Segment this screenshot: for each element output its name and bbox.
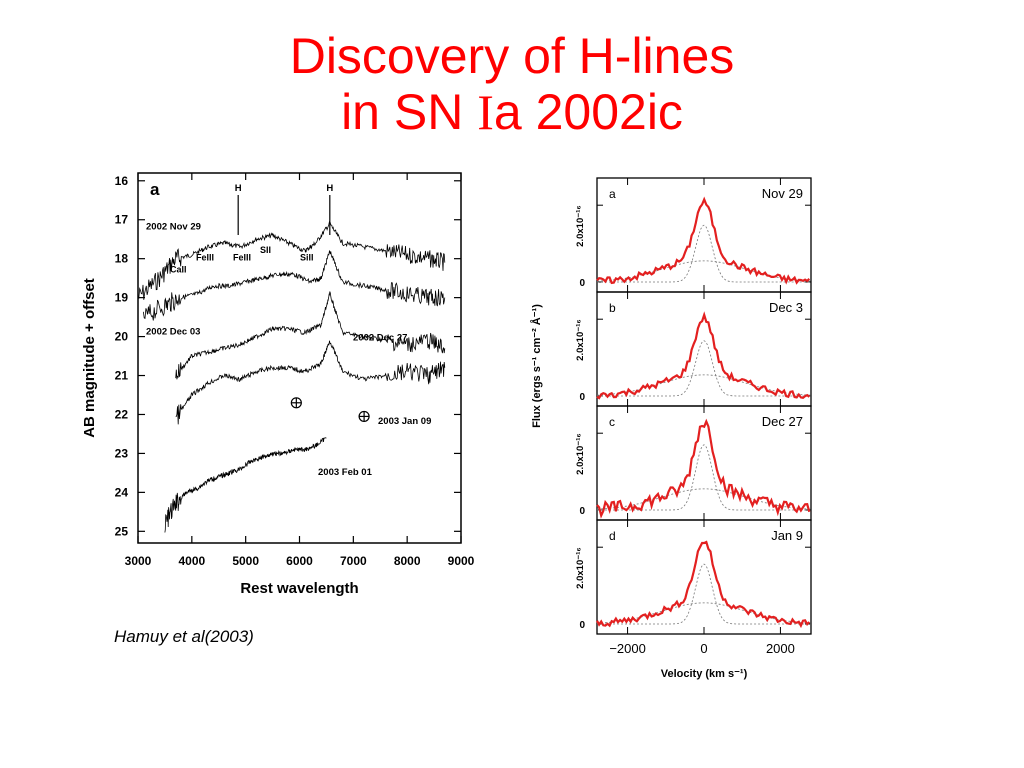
x-tick-label: 2000: [766, 641, 795, 656]
panel-letter: a: [609, 187, 616, 201]
broad-component: [596, 260, 812, 282]
panel-y-tick-label: 2.0x10⁻¹⁶: [575, 547, 586, 589]
panel-letter: c: [609, 415, 615, 429]
panel-letter: d: [609, 529, 616, 543]
h-line-label: H: [326, 183, 333, 194]
y-tick-label: 22: [115, 407, 129, 421]
panel-date: Dec 27: [762, 414, 803, 429]
spectrum-line: [175, 291, 446, 380]
observed-profile: [596, 418, 811, 519]
title-line-2: in SN Ia 2002ic: [0, 84, 1024, 140]
x-tick-label: 0: [700, 641, 707, 656]
x-axis-label: Rest wavelength: [240, 580, 358, 597]
x-tick-label: 5000: [232, 554, 259, 568]
y-tick-label: 21: [115, 369, 129, 383]
panel-y-zero-label: 0: [579, 278, 585, 289]
slide-title: Discovery of H-lines in SN Ia 2002ic: [0, 28, 1024, 140]
panel-y-tick-label: 2.0x10⁻¹⁶: [575, 319, 586, 361]
y-tick-label: 17: [115, 213, 129, 227]
y-axis-label: Flux (ergs s⁻¹ cm⁻² Å⁻¹): [530, 304, 543, 428]
x-tick-label: 6000: [286, 554, 313, 568]
narrow-component: [597, 444, 811, 511]
y-axis-label: AB magnitude + offset: [81, 278, 98, 438]
title-line-1: Discovery of H-lines: [289, 28, 735, 84]
figure-caption: Hamuy et al(2003): [114, 627, 254, 646]
panel-y-zero-label: 0: [579, 620, 585, 631]
spectrum-line: [175, 340, 446, 425]
broad-component: [596, 488, 812, 510]
h-line-label: H: [235, 183, 242, 194]
line-profile-figure: 0 2.0x10⁻¹⁶ a Nov 29 0 2.0x10⁻¹⁶ b Dec 3 0 2.0x10…: [530, 177, 812, 680]
series-label: 2002 Dec 27: [353, 332, 407, 343]
y-tick-label: 20: [115, 330, 129, 344]
x-tick-label: 4000: [178, 554, 205, 568]
spectra-figure: 3000 4000 5000 6000 7000 8000 9000 16 17 18 19 20 21…: [81, 172, 475, 597]
narrow-component: [597, 340, 811, 397]
panel-date: Jan 9: [771, 528, 803, 543]
spectrum-line: [143, 250, 446, 321]
series-label: 2002 Nov 29: [146, 221, 201, 232]
x-tick-label: 8000: [394, 554, 421, 568]
panel-date: Nov 29: [762, 186, 803, 201]
feature-label: FeIII: [196, 253, 214, 263]
panel-y-tick-label: 2.0x10⁻¹⁶: [575, 205, 586, 247]
title-line-2-roman-i: I: [477, 84, 494, 140]
series-label: 2003 Jan 09: [378, 416, 431, 427]
broad-component: [596, 602, 812, 624]
broad-component: [596, 374, 812, 396]
panel-y-zero-label: 0: [579, 506, 585, 517]
x-tick-label: −2000: [609, 641, 646, 656]
y-tick-label: 19: [115, 291, 129, 305]
x-tick-label: 3000: [125, 554, 152, 568]
panel-letter: b: [609, 301, 616, 315]
series-label: 2003 Feb 01: [318, 467, 373, 478]
panel-y-tick-label: 2.0x10⁻¹⁶: [575, 433, 586, 475]
x-tick-label: 9000: [448, 554, 475, 568]
y-tick-label: 18: [115, 252, 129, 266]
narrow-component: [597, 224, 811, 283]
y-tick-label: 24: [115, 485, 129, 499]
series-label: 2002 Dec 03: [146, 327, 200, 338]
feature-label: SiII: [300, 253, 314, 263]
title-line-2-part-a: in SN: [341, 84, 478, 140]
panel-y-zero-label: 0: [579, 392, 585, 403]
y-tick-label: 16: [115, 174, 129, 188]
observed-profile: [596, 540, 811, 629]
y-tick-label: 25: [115, 524, 129, 538]
observed-profile: [596, 311, 810, 400]
x-tick-label: 7000: [340, 554, 367, 568]
panel-label: a: [150, 180, 160, 199]
y-tick-label: 23: [115, 446, 129, 460]
panel-date: Dec 3: [769, 300, 803, 315]
spectrum-line: [164, 437, 327, 533]
feature-label: FeIII: [233, 253, 251, 263]
title-line-2-part-c: a 2002ic: [493, 84, 683, 140]
feature-label: SII: [260, 245, 271, 255]
x-axis-label: Velocity (km s⁻¹): [661, 668, 748, 680]
spectrum-line: [137, 220, 446, 300]
observed-profile: [596, 196, 811, 285]
narrow-component: [597, 563, 811, 625]
feature-label: CaII: [170, 264, 187, 274]
